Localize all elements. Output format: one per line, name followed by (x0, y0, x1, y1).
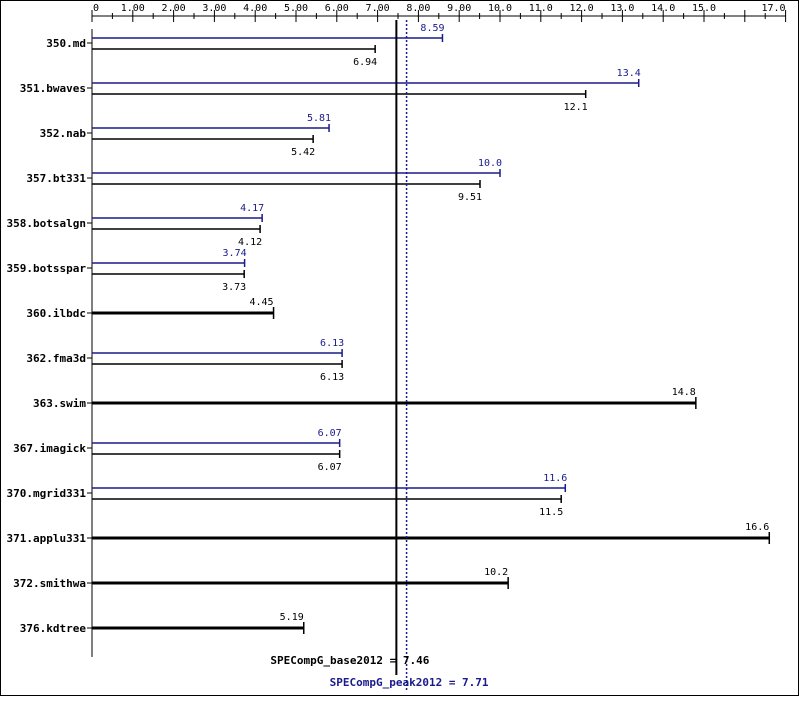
base-value-label: 5.42 (291, 147, 315, 158)
category-label: 357.bt331 (26, 172, 86, 185)
peak-value-label: 6.07 (318, 428, 342, 439)
category-label: 370.mgrid331 (7, 487, 87, 500)
base-value-label: 6.07 (318, 462, 342, 473)
peak-value-label: 3.74 (223, 248, 247, 259)
x-tick-label: 17.0 (762, 3, 786, 14)
category-label: 360.ilbdc (26, 307, 86, 320)
x-tick-label: 4.00 (243, 3, 267, 14)
base-value-label: 6.13 (320, 372, 344, 383)
category-label: 363.swim (33, 397, 86, 410)
base-value-label: 11.5 (539, 507, 563, 518)
category-label: 350.md (46, 37, 86, 50)
base-value-label: 6.94 (353, 57, 377, 68)
base-value-label: 9.51 (458, 192, 482, 203)
x-tick-label: 8.00 (406, 3, 430, 14)
x-axis: 0 1.00 2.00 3.00 4.00 5.00 6.00 7.00 8.00 9.00 10.… (91, 3, 787, 657)
base-value-label: 14.8 (672, 387, 696, 398)
peak-value-label: 5.81 (307, 113, 331, 124)
category-label: 371.applu331 (7, 532, 87, 545)
peak-value-label: 4.17 (240, 203, 264, 214)
base-value-label: 10.2 (484, 567, 508, 578)
bars: 350.md 8.59 6.94 351.bwaves 13.4 12.1 352.nab 5… (7, 23, 771, 635)
base-value-label: 5.19 (280, 612, 304, 623)
x-tick-label: 5.00 (284, 3, 308, 14)
x-tick-label: 0 (93, 3, 99, 14)
peak-value-label: 11.6 (543, 473, 567, 484)
category-label: 352.nab (40, 127, 87, 140)
reference-lines: SPECompG_base2012 = 7.46 SPECompG_peak201… (270, 20, 489, 692)
base-value-label: 3.73 (222, 282, 246, 293)
category-label: 359.botsspar (7, 262, 87, 275)
base-value-label: 16.6 (745, 522, 769, 533)
peak-value-label: 8.59 (420, 23, 444, 34)
x-tick-label: 1.00 (121, 3, 145, 14)
base-reference-label: SPECompG_base2012 = 7.46 (270, 654, 429, 667)
x-tick-label: 12.0 (570, 3, 594, 14)
category-label: 376.kdtree (20, 622, 87, 635)
x-tick-label: 15.0 (692, 3, 716, 14)
base-value-label: 12.1 (564, 102, 588, 113)
peak-value-label: 6.13 (320, 338, 344, 349)
x-tick-label: 14.0 (651, 3, 675, 14)
x-tick-label: 10.0 (488, 3, 512, 14)
base-value-label: 4.12 (238, 237, 262, 248)
x-tick-label: 3.00 (202, 3, 226, 14)
peak-reference-label: SPECompG_peak2012 = 7.71 (330, 676, 489, 689)
peak-value-label: 13.4 (617, 68, 641, 79)
x-tick-label: 2.00 (162, 3, 186, 14)
category-label: 362.fma3d (26, 352, 86, 365)
x-tick-label: 7.00 (366, 3, 390, 14)
x-tick-label: 6.00 (325, 3, 349, 14)
x-tick-label: 13.0 (610, 3, 634, 14)
category-label: 358.botsalgn (7, 217, 86, 230)
peak-value-label: 10.0 (478, 158, 502, 169)
category-label: 372.smithwa (13, 577, 86, 590)
x-tick-label: 11.0 (529, 3, 553, 14)
category-label: 367.imagick (13, 442, 86, 455)
base-value-label: 4.45 (249, 297, 273, 308)
category-label: 351.bwaves (20, 82, 86, 95)
x-tick-label: 9.00 (447, 3, 471, 14)
